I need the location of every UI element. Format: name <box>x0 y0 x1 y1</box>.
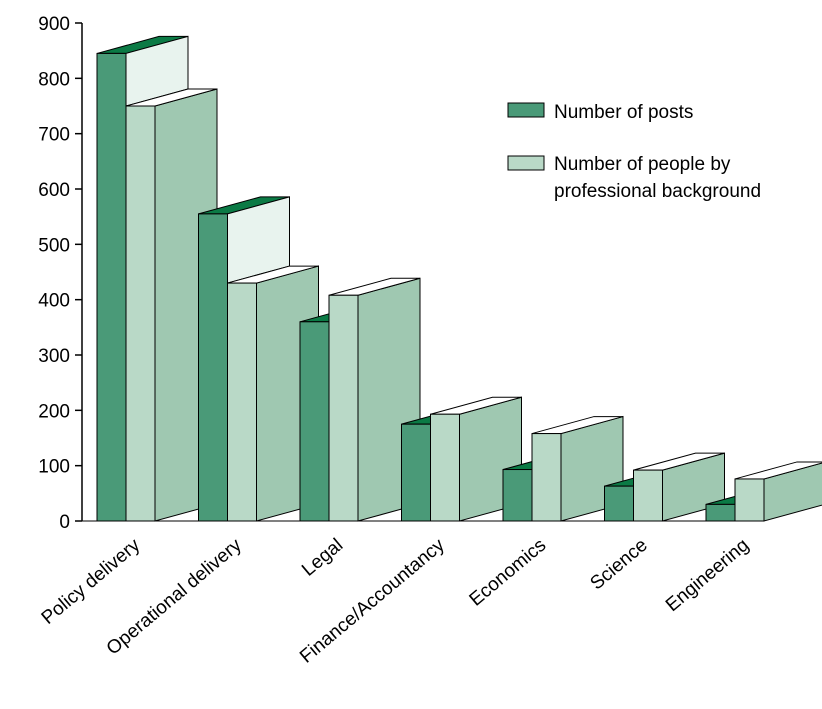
bar-group <box>604 452 725 522</box>
bar-people <box>125 105 156 522</box>
legend-label-posts: Number of posts <box>554 102 693 123</box>
bar-posts <box>401 423 431 522</box>
bar-posts <box>96 52 127 522</box>
x-category-label: Policy delivery <box>38 534 145 628</box>
bar-people <box>328 294 359 522</box>
x-category-label: Economics <box>466 535 551 611</box>
bar-people <box>227 282 257 522</box>
x-category-label: Legal <box>298 535 347 581</box>
bar-group <box>299 277 421 522</box>
bar-people <box>430 413 460 522</box>
y-tick-label: 100 <box>38 457 70 478</box>
y-tick-label: 900 <box>38 14 70 35</box>
x-category-label: Science <box>586 535 651 595</box>
y-tick-label: 800 <box>38 69 70 90</box>
x-category-label: Engineering <box>662 535 753 616</box>
y-tick-label: 300 <box>38 346 70 367</box>
legend-swatch-posts <box>507 102 545 118</box>
bar-group <box>705 461 822 522</box>
bar-posts <box>604 485 634 522</box>
bar-posts <box>502 469 533 522</box>
legend-swatch-people <box>507 155 545 171</box>
bar-posts <box>299 321 330 522</box>
bar-posts <box>705 503 736 522</box>
bar-people <box>734 478 765 522</box>
y-tick-label: 700 <box>38 125 70 146</box>
y-tick-label: 400 <box>38 291 70 312</box>
bar-people <box>531 433 562 522</box>
y-tick-label: 500 <box>38 235 70 256</box>
y-axis: 0 100 200 300 400 500 600 700 800 900 <box>38 14 83 533</box>
bar-people <box>633 469 663 522</box>
bars <box>82 35 822 522</box>
bar-posts <box>198 213 228 522</box>
legend: Number of posts Number of people by profe… <box>507 102 761 202</box>
legend-label-people: Number of people by professional backgrou… <box>554 154 761 202</box>
y-tick-label: 600 <box>38 180 70 201</box>
y-tick-label: 0 <box>59 512 70 533</box>
bar-group <box>502 415 624 522</box>
y-tick-label: 200 <box>38 401 70 422</box>
